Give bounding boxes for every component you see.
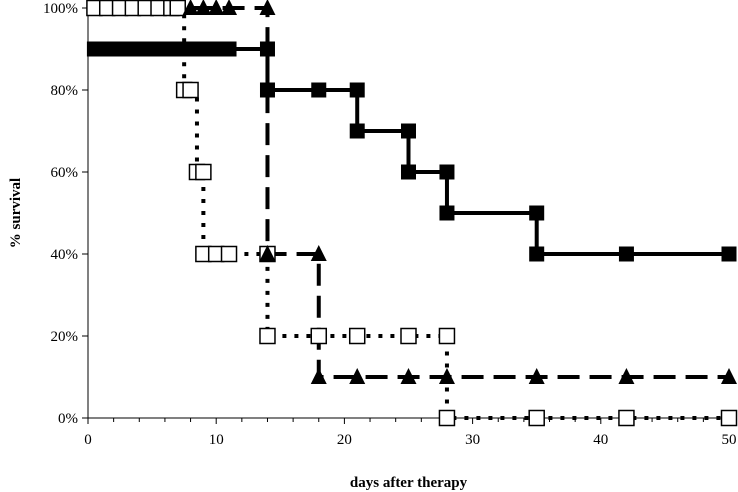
y-axis-title: % survival <box>8 178 24 248</box>
x-tick-label: 30 <box>465 432 480 448</box>
x-tick-label: 0 <box>84 432 92 448</box>
series-1-point <box>170 41 186 57</box>
series-1-point <box>259 41 275 57</box>
series-3-point <box>400 368 417 384</box>
series-1-point <box>618 246 634 262</box>
series-2-line <box>94 6 729 420</box>
x-tick-label: 50 <box>722 432 737 448</box>
series-1-point <box>221 41 237 57</box>
series-2-point <box>720 409 738 427</box>
y-tick-label: 40% <box>51 247 79 263</box>
x-tick-label: 20 <box>337 432 352 448</box>
y-tick-label: 20% <box>51 329 79 345</box>
series-1-point <box>157 41 173 57</box>
series-3-point <box>721 368 737 384</box>
series-3-point <box>221 0 238 15</box>
series-1-point <box>144 41 160 57</box>
series-3-point <box>259 0 276 15</box>
series-1-point <box>311 82 327 98</box>
series-1-point <box>183 41 199 57</box>
series-3-point <box>310 245 327 261</box>
series-1-point <box>195 41 211 57</box>
series-1-point <box>349 82 365 98</box>
series-3-point <box>208 0 225 15</box>
series-2-point <box>438 409 456 427</box>
series-1-point <box>131 41 147 57</box>
series-2-point <box>618 409 635 427</box>
series-2-point <box>438 327 456 345</box>
series-3-point <box>195 0 212 15</box>
series-3-point <box>310 368 327 384</box>
series-2-point <box>400 327 417 345</box>
series-1-point <box>106 41 122 57</box>
x-tick-label: 40 <box>593 432 608 448</box>
series-3-point <box>618 368 635 384</box>
x-tick-label: 10 <box>209 432 224 448</box>
series-1-point <box>529 246 545 262</box>
series-1-point <box>93 41 109 57</box>
series-1-point <box>208 41 224 57</box>
series-1-point <box>259 82 275 98</box>
series-2-point <box>310 327 328 345</box>
series-1-point <box>439 164 455 180</box>
series-3-point <box>182 0 199 15</box>
series-1-line <box>94 47 729 256</box>
axis-ticks: 0% 20% 40% 60% 80% 100% 0 10 20 30 40 50 <box>43 1 737 448</box>
series-layer <box>86 0 738 427</box>
series-1-point <box>401 123 416 139</box>
series-1-point <box>401 164 416 180</box>
series-1-point <box>439 205 455 221</box>
y-tick-label: 60% <box>51 165 79 181</box>
series-1-point <box>118 41 134 57</box>
series-1-point <box>721 246 737 262</box>
series-2-point <box>348 327 366 345</box>
series-3-point <box>438 368 455 384</box>
series-2-point <box>169 0 186 17</box>
y-tick-label: 100% <box>43 1 78 17</box>
series-2-point <box>259 327 276 345</box>
y-tick-label: 80% <box>51 83 79 99</box>
series-2-point <box>182 81 199 99</box>
series-2-point <box>220 245 238 263</box>
series-3-line <box>190 6 729 379</box>
series-3-point <box>528 368 545 384</box>
series-2-point <box>195 163 212 181</box>
axes <box>87 8 729 419</box>
x-axis-title: days after therapy <box>350 475 468 491</box>
series-3-point <box>349 368 366 384</box>
series-1-point <box>349 123 365 139</box>
series-2-point <box>528 409 545 427</box>
series-1-point <box>529 205 545 221</box>
series-3-point <box>259 245 276 261</box>
y-tick-label: 0% <box>58 411 78 427</box>
